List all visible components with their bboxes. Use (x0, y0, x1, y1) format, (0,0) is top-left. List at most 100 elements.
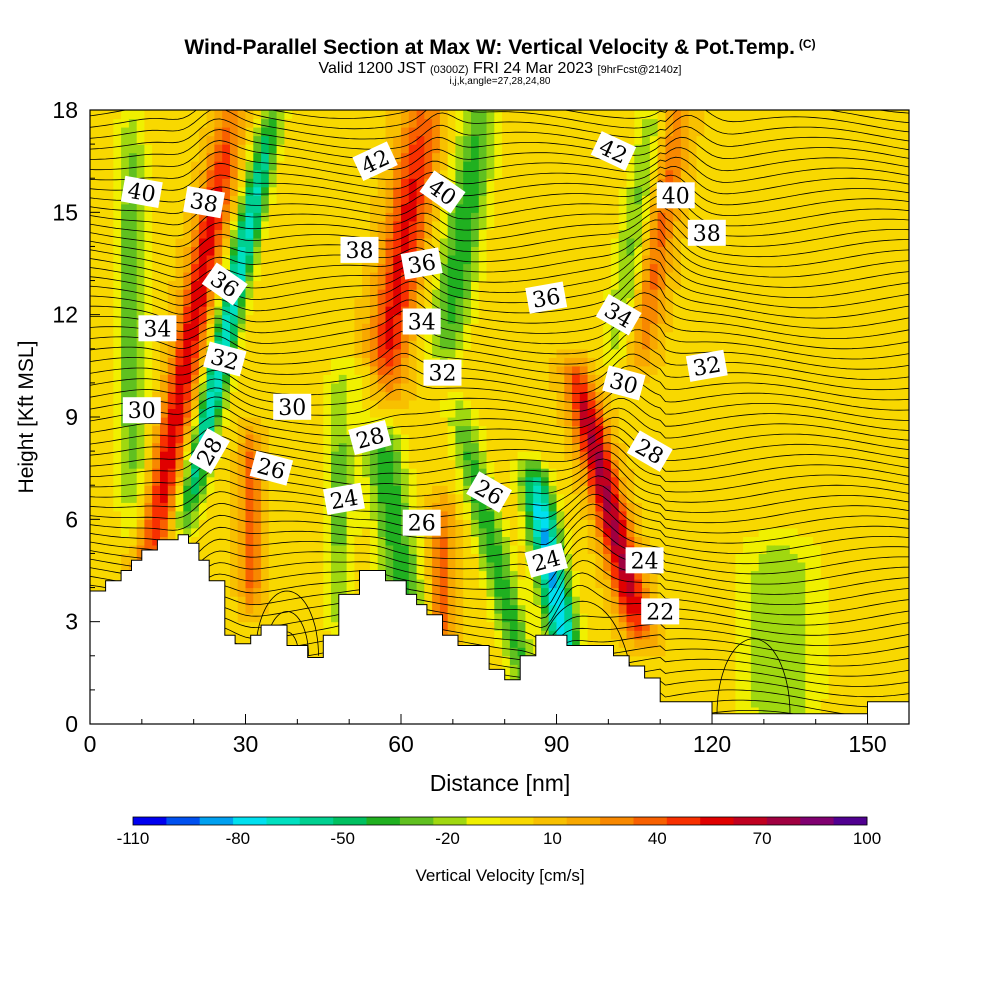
y-tick-label: 3 (65, 609, 78, 635)
theta-label: 36 (400, 247, 443, 280)
theta-label: 30 (122, 397, 161, 424)
colorbar-swatch (566, 817, 601, 825)
colorbar-tick-label: 40 (648, 829, 667, 848)
colorbar-swatch (433, 817, 468, 825)
theta-label: 24 (323, 482, 365, 516)
theta-label-text: 22 (646, 600, 674, 625)
theta-label-box (423, 359, 462, 386)
theta-label-text: 38 (188, 189, 220, 218)
theta-label-box (323, 482, 365, 516)
terrain-mask (89, 534, 910, 725)
theta-label-text: 38 (346, 239, 374, 264)
theta-label-text: 30 (278, 396, 306, 421)
colorbar-swatch (299, 817, 334, 825)
theta-label-box (122, 397, 161, 424)
colorbar-swatch (766, 817, 801, 825)
theta-label-text: 40 (126, 179, 158, 208)
theta-label-box (626, 430, 673, 472)
colorbar-label: Vertical Velocity [cm/s] (415, 866, 584, 885)
x-tick-label: 0 (84, 731, 97, 757)
theta-label-box (203, 341, 247, 377)
theta-label: 38 (183, 185, 225, 219)
theta-label-box (687, 219, 726, 246)
theta-label-box (590, 131, 637, 171)
theta-label-box (419, 170, 466, 214)
y-tick-label: 0 (65, 711, 78, 737)
colorbar-swatch (800, 817, 835, 825)
valid-date: FRI 24 Mar 2023 (473, 60, 594, 77)
theta-label-text: 30 (128, 399, 156, 424)
colorbar-tick-label: -50 (330, 829, 355, 848)
y-tick-label: 12 (52, 302, 78, 328)
theta-label: 40 (656, 182, 695, 209)
colorbar-swatch (333, 817, 368, 825)
x-tick-label: 60 (388, 731, 414, 757)
theta-label-box (595, 293, 642, 336)
colorbar-tick-label: 70 (753, 829, 772, 848)
colorbar-tick-label: 10 (543, 829, 562, 848)
theta-label-box (183, 185, 225, 219)
chart-title: Wind-Parallel Section at Max W: Vertical… (0, 36, 1000, 60)
colorbar-swatch (233, 817, 267, 825)
theta-label: 26 (402, 509, 441, 537)
theta-label: 24 (524, 542, 568, 578)
theta-label-text: 24 (631, 549, 659, 574)
theta-label-text: 32 (691, 353, 723, 382)
grid-params: i,j,k,angle=27,28,24,80 (0, 76, 1000, 87)
theta-label-box (340, 236, 379, 263)
theta-label-box (466, 471, 513, 513)
valid-time-line: Valid 1200 JST (0300Z) FRI 24 Mar 2023 [… (0, 60, 1000, 78)
valid-prefix: Valid 1200 JST (318, 60, 426, 77)
theta-label: 32 (423, 359, 462, 387)
colorbar-tick-label: -20 (435, 829, 460, 848)
theta-label-box (402, 509, 441, 536)
theta-label-box (525, 281, 568, 314)
x-tick-label: 90 (544, 731, 570, 757)
theta-label-text: 36 (406, 250, 438, 279)
grid-params-text: i,j,k,angle=27,28,24,80 (449, 76, 551, 87)
colorbar: -110 -80 -50 -20 10 40 70 100 (117, 816, 881, 848)
theta-label-text: 24 (328, 486, 360, 515)
colorbar-swatch (600, 817, 634, 825)
colorbar-swatch (733, 817, 768, 825)
colorbar-swatch (700, 817, 735, 825)
theta-label-box (400, 247, 443, 280)
theta-label-text: 26 (408, 512, 436, 537)
theta-label-box (656, 182, 695, 209)
y-tick-label: 6 (65, 506, 78, 532)
theta-label-box (352, 141, 398, 182)
y-tick-label: 9 (65, 404, 78, 430)
valid-utc: (0300Z) (430, 64, 469, 76)
theta-label-box (402, 308, 441, 335)
forecast-info: [9hrFcst@2140z] (597, 64, 682, 76)
theta-label: 42 (590, 131, 637, 171)
colorbar-tick-label: -110 (117, 829, 150, 848)
theta-label-box (641, 598, 680, 625)
colorbar-swatch (500, 817, 534, 825)
theta-label: 24 (625, 547, 664, 574)
colorbar-swatch (633, 817, 668, 825)
theta-label: 26 (249, 450, 294, 486)
theta-label-text: 40 (662, 184, 690, 209)
chart-title-text: Wind-Parallel Section at Max W: Vertical… (184, 36, 795, 59)
colorbar-swatch (266, 817, 301, 825)
theta-label-box (602, 365, 646, 401)
theta-label: 38 (340, 236, 379, 264)
copyright-mark: (C) (798, 37, 816, 51)
theta-label: 30 (273, 393, 312, 421)
colorbar-tick-label: 100 (853, 829, 881, 848)
y-tick-label: 18 (52, 97, 78, 123)
theta-label-box (625, 547, 664, 574)
colorbar-swatch (533, 817, 568, 825)
colorbar-swatch (399, 817, 434, 825)
theta-label-box (249, 450, 294, 486)
theta-label-box (348, 420, 392, 455)
theta-label: 38 (687, 219, 726, 247)
theta-label-box (138, 315, 177, 342)
theta-label-text: 36 (531, 284, 563, 313)
colorbar-swatch (199, 817, 234, 825)
colorbar-swatch (366, 817, 401, 825)
theta-label-text: 34 (143, 317, 171, 342)
